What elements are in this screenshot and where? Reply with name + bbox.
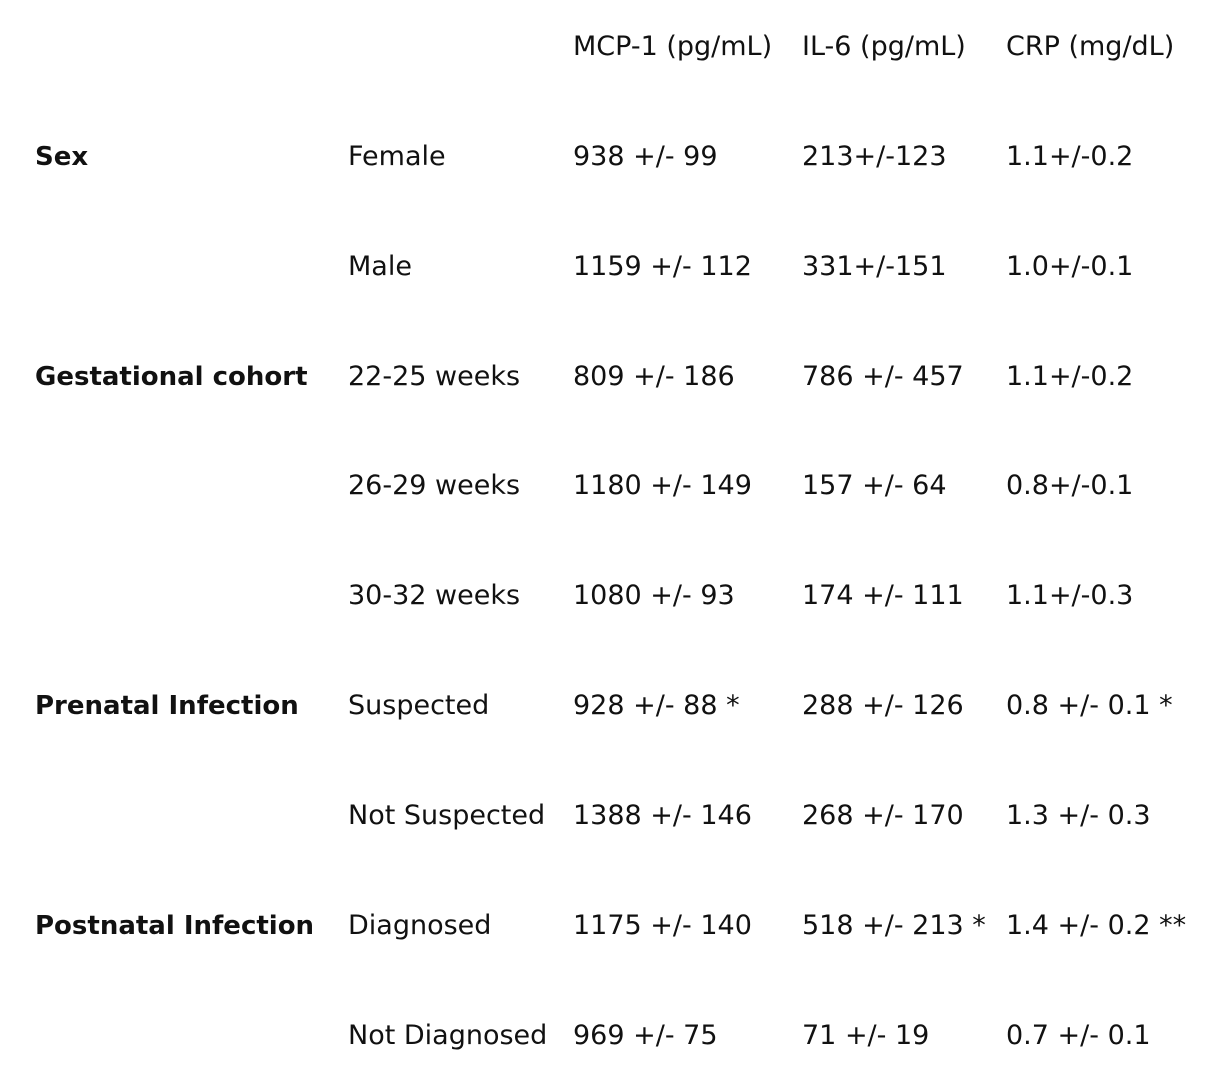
row-il6: 331+/-151	[802, 251, 947, 282]
row-il6: 157 +/- 64	[802, 470, 947, 501]
row-group: Prenatal Infection	[35, 691, 299, 721]
row-crp: 0.8 +/- 0.1 *	[1006, 690, 1173, 721]
header-crp: CRP (mg/dL)	[1006, 31, 1175, 62]
row-crp: 1.4 +/- 0.2 **	[1006, 910, 1187, 941]
row-il6: 71 +/- 19	[802, 1020, 930, 1051]
row-mcp1: 1080 +/- 93	[573, 580, 735, 611]
row-crp: 1.1+/-0.2	[1006, 361, 1134, 392]
row-group: Sex	[35, 142, 89, 172]
row-subgroup: Not Suspected	[348, 800, 546, 831]
row-il6: 174 +/- 111	[802, 580, 964, 611]
row-mcp1: 1159 +/- 112	[573, 251, 752, 282]
row-il6: 213+/-123	[802, 141, 947, 172]
row-subgroup: 26-29 weeks	[348, 470, 521, 501]
row-il6: 268 +/- 170	[802, 800, 964, 831]
row-crp: 0.8+/-0.1	[1006, 470, 1134, 501]
row-il6: 786 +/- 457	[802, 361, 964, 392]
row-crp: 1.3 +/- 0.3	[1006, 800, 1151, 831]
row-mcp1: 1388 +/- 146	[573, 800, 752, 831]
row-subgroup: Diagnosed	[348, 910, 492, 941]
row-mcp1: 969 +/- 75	[573, 1020, 718, 1051]
row-mcp1: 928 +/- 88 *	[573, 690, 740, 721]
row-group: Postnatal Infection	[35, 911, 315, 941]
header-il6: IL-6 (pg/mL)	[802, 31, 966, 62]
row-crp: 0.7 +/- 0.1	[1006, 1020, 1151, 1051]
row-crp: 1.1+/-0.3	[1006, 580, 1134, 611]
row-subgroup: Female	[348, 141, 446, 172]
row-subgroup: Male	[348, 251, 412, 282]
row-mcp1: 1180 +/- 149	[573, 470, 752, 501]
row-mcp1: 938 +/- 99	[573, 141, 718, 172]
row-crp: 1.1+/-0.2	[1006, 141, 1134, 172]
row-crp: 1.0+/-0.1	[1006, 251, 1134, 282]
row-il6: 288 +/- 126	[802, 690, 964, 721]
row-mcp1: 809 +/- 186	[573, 361, 735, 392]
row-subgroup: Not Diagnosed	[348, 1020, 548, 1051]
row-il6: 518 +/- 213 *	[802, 910, 986, 941]
row-mcp1: 1175 +/- 140	[573, 910, 752, 941]
row-subgroup: Suspected	[348, 690, 490, 721]
row-group: Gestational cohort	[35, 362, 308, 392]
row-subgroup: 30-32 weeks	[348, 580, 521, 611]
header-mcp1: MCP-1 (pg/mL)	[573, 31, 773, 62]
row-subgroup: 22-25 weeks	[348, 361, 521, 392]
